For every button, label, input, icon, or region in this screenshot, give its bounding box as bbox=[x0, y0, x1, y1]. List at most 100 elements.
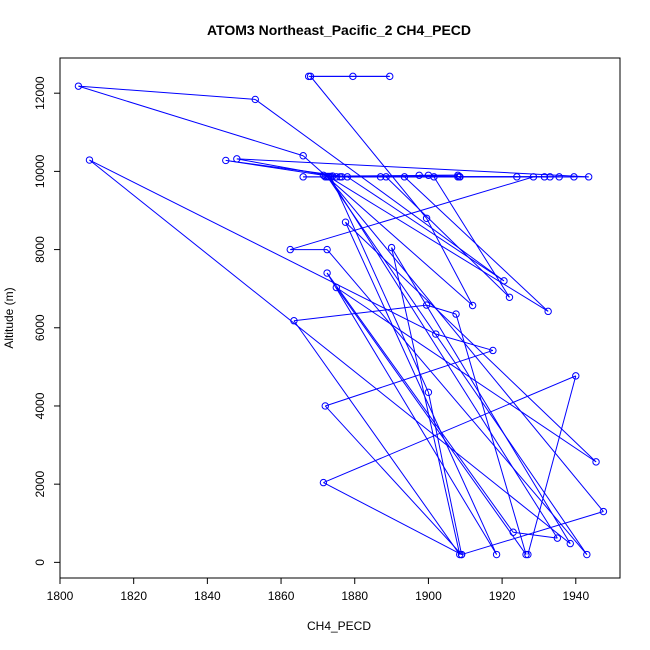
data-point bbox=[321, 402, 329, 410]
series-segment bbox=[336, 287, 597, 463]
data-point bbox=[386, 72, 394, 81]
series-segment bbox=[310, 76, 427, 219]
data-point bbox=[327, 172, 335, 181]
data-point bbox=[553, 534, 562, 542]
x-tick-label: 1900 bbox=[415, 589, 442, 603]
series-segment bbox=[325, 349, 494, 407]
data-point bbox=[332, 283, 341, 292]
data-point bbox=[468, 301, 477, 310]
x-tick-label: 1940 bbox=[562, 589, 589, 603]
series-lines bbox=[78, 75, 604, 556]
series-segment bbox=[513, 531, 558, 539]
series-segment bbox=[347, 176, 505, 282]
series-segment bbox=[323, 482, 462, 555]
data-point bbox=[570, 173, 578, 181]
data-point bbox=[319, 478, 328, 487]
series-segment bbox=[78, 85, 304, 157]
y-tick-label: 0 bbox=[33, 559, 47, 566]
series-segment bbox=[323, 375, 576, 484]
series-segment bbox=[330, 176, 429, 393]
data-point bbox=[387, 243, 396, 252]
data-point bbox=[489, 346, 497, 355]
series-segment bbox=[290, 176, 534, 251]
series-segment bbox=[426, 304, 457, 315]
plot-area bbox=[59, 57, 621, 579]
data-point bbox=[555, 173, 563, 181]
data-point bbox=[513, 173, 521, 181]
data-point bbox=[376, 173, 385, 181]
series-segment bbox=[404, 176, 549, 312]
data-point bbox=[452, 310, 460, 318]
data-point bbox=[323, 245, 331, 254]
series-segment bbox=[345, 221, 597, 463]
y-tick-label: 2000 bbox=[33, 470, 47, 497]
y-axis-label: Altitude (m) bbox=[2, 287, 16, 348]
series-segment bbox=[328, 176, 558, 539]
data-point bbox=[540, 173, 549, 181]
data-point bbox=[349, 72, 357, 81]
data-point bbox=[299, 173, 307, 181]
y-tick-label: 8000 bbox=[33, 236, 47, 263]
x-tick-label: 1820 bbox=[120, 589, 147, 603]
x-tick-label: 1880 bbox=[341, 589, 368, 603]
data-point bbox=[546, 173, 554, 181]
series-segment bbox=[461, 511, 604, 556]
x-tick-label: 1840 bbox=[194, 589, 221, 603]
x-axis-label: CH4_PECD bbox=[307, 619, 371, 633]
series-segment bbox=[293, 320, 461, 555]
series-segment bbox=[326, 249, 588, 555]
series-segment bbox=[385, 176, 510, 298]
data-point bbox=[544, 307, 552, 316]
data-point bbox=[422, 214, 431, 223]
series-segment bbox=[293, 304, 427, 322]
series-segment bbox=[326, 176, 588, 555]
data-point bbox=[457, 550, 466, 559]
data-point bbox=[233, 155, 241, 163]
y-tick-label: 4000 bbox=[33, 392, 47, 419]
series-segment bbox=[89, 159, 437, 335]
data-point bbox=[505, 293, 514, 301]
data-point bbox=[74, 82, 83, 90]
data-point bbox=[424, 171, 433, 179]
y-tick-label: 6000 bbox=[33, 314, 47, 341]
data-point bbox=[286, 245, 294, 254]
data-point bbox=[415, 171, 423, 179]
series-segment bbox=[326, 272, 514, 533]
data-point bbox=[338, 173, 346, 181]
series-segment bbox=[455, 313, 527, 555]
data-point bbox=[299, 152, 307, 160]
series-segment bbox=[326, 272, 498, 555]
data-point bbox=[430, 173, 438, 181]
data-point bbox=[524, 550, 532, 559]
data-point bbox=[599, 507, 608, 516]
data-point bbox=[400, 173, 409, 181]
data-point bbox=[454, 173, 462, 181]
data-point bbox=[343, 173, 352, 181]
data-point bbox=[251, 95, 259, 104]
data-point bbox=[306, 72, 315, 81]
series-segment bbox=[225, 159, 324, 176]
series-segment bbox=[391, 247, 571, 544]
data-point bbox=[583, 550, 591, 559]
series-segment bbox=[335, 287, 527, 555]
series-segment bbox=[391, 247, 461, 555]
data-point bbox=[584, 173, 593, 181]
data-point bbox=[422, 301, 431, 309]
chart-title: ATOM3 Northeast_Pacific_2 CH4_PECD bbox=[207, 22, 471, 38]
data-point bbox=[509, 528, 517, 536]
data-point bbox=[566, 539, 574, 548]
series-segment bbox=[345, 222, 498, 555]
series-segment bbox=[433, 176, 510, 298]
data-point bbox=[500, 277, 508, 285]
data-point bbox=[323, 269, 331, 277]
y-tick-label: 12000 bbox=[33, 76, 47, 110]
data-point bbox=[492, 550, 501, 559]
x-tick-label: 1800 bbox=[47, 589, 74, 603]
data-point bbox=[432, 330, 440, 338]
series-segment bbox=[236, 158, 589, 178]
series-segment bbox=[254, 99, 505, 282]
data-point bbox=[290, 317, 298, 325]
x-axis: 1800 1820 1840 1860 1880 1900 1920 1940 bbox=[47, 577, 589, 603]
data-point bbox=[222, 156, 230, 165]
